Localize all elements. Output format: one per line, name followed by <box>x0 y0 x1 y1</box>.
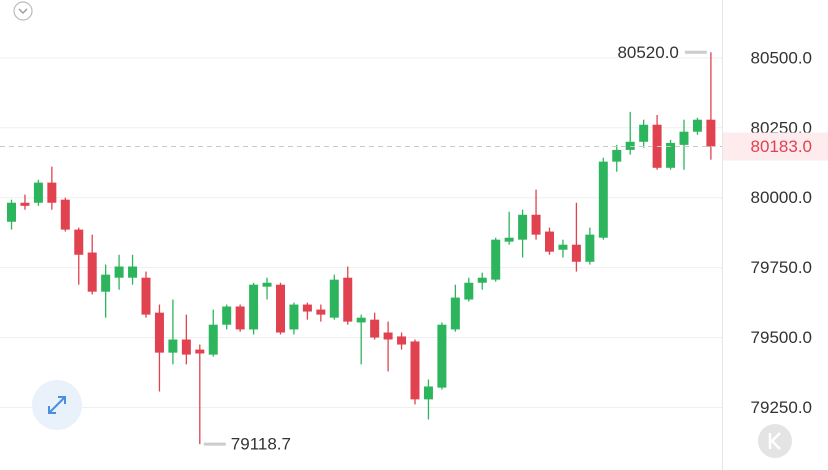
candle-body <box>464 282 474 300</box>
candle-body <box>222 306 232 325</box>
candle-body <box>60 199 70 230</box>
candle-body <box>423 386 433 400</box>
candle-body <box>249 284 259 330</box>
candle-body <box>692 119 702 132</box>
y-tick-label: 79500.0 <box>751 328 812 347</box>
candle-body <box>128 266 138 278</box>
overlay: 80183.0 80520.0 79118.7 <box>0 43 828 454</box>
candle-body <box>208 324 218 355</box>
candle-body <box>491 239 501 280</box>
candle-body <box>262 282 272 287</box>
expand-button[interactable] <box>32 380 82 430</box>
max-label: 80520.0 <box>617 43 678 62</box>
candle-body <box>343 277 353 322</box>
candle-body <box>356 317 366 323</box>
candle-body <box>370 319 380 338</box>
candle-body <box>289 304 299 330</box>
last-price-box <box>723 132 828 161</box>
candle-body <box>450 297 460 330</box>
candle-body <box>666 142 676 168</box>
candle-body <box>397 336 407 345</box>
candle-body <box>235 306 245 330</box>
candle-body <box>154 312 164 353</box>
candles <box>7 52 716 445</box>
grid: 80500.0 80250.0 80000.0 79750.0 79500.0 79250… <box>0 48 812 417</box>
candle-body <box>558 244 568 250</box>
k-button[interactable] <box>758 424 792 458</box>
candle-body <box>101 274 111 292</box>
candle-body <box>74 229 84 255</box>
candle-body <box>276 284 285 333</box>
candle-body <box>195 349 205 354</box>
candle-body <box>20 202 30 206</box>
y-tick-label: 80500.0 <box>751 48 812 67</box>
last-price-label: 80183.0 <box>751 137 812 156</box>
candle-body <box>585 234 595 262</box>
candle-body <box>141 277 151 315</box>
collapse-button[interactable] <box>13 1 33 21</box>
y-tick-label: 79250.0 <box>751 398 812 417</box>
candle-body <box>545 231 554 252</box>
candle-body <box>168 339 178 353</box>
candle-body <box>114 266 124 278</box>
candle-body <box>625 141 635 150</box>
candle-body <box>639 124 649 142</box>
candle-body <box>612 149 622 162</box>
candle-body <box>87 252 97 292</box>
candle-body <box>571 244 581 262</box>
candle-body <box>477 277 487 283</box>
y-tick-label: 80250.0 <box>751 118 812 137</box>
candle-body <box>518 214 528 240</box>
candle-body <box>410 341 420 400</box>
candle-body <box>302 304 312 312</box>
candle-body <box>329 279 339 318</box>
candle-body <box>598 161 608 238</box>
candle-body <box>531 214 541 235</box>
candle-body <box>181 339 191 355</box>
min-label: 79118.7 <box>231 435 291 454</box>
y-tick-label: 79750.0 <box>751 258 812 277</box>
candle-body <box>33 182 43 203</box>
candle-body <box>706 119 716 147</box>
candle-body <box>383 332 393 340</box>
candle-body <box>504 237 514 242</box>
candle-body <box>7 202 16 222</box>
candle-body <box>679 131 689 145</box>
candle-body <box>316 309 326 315</box>
candle-body <box>47 182 57 203</box>
y-tick-label: 80000.0 <box>751 188 812 207</box>
candle-body <box>437 324 447 388</box>
